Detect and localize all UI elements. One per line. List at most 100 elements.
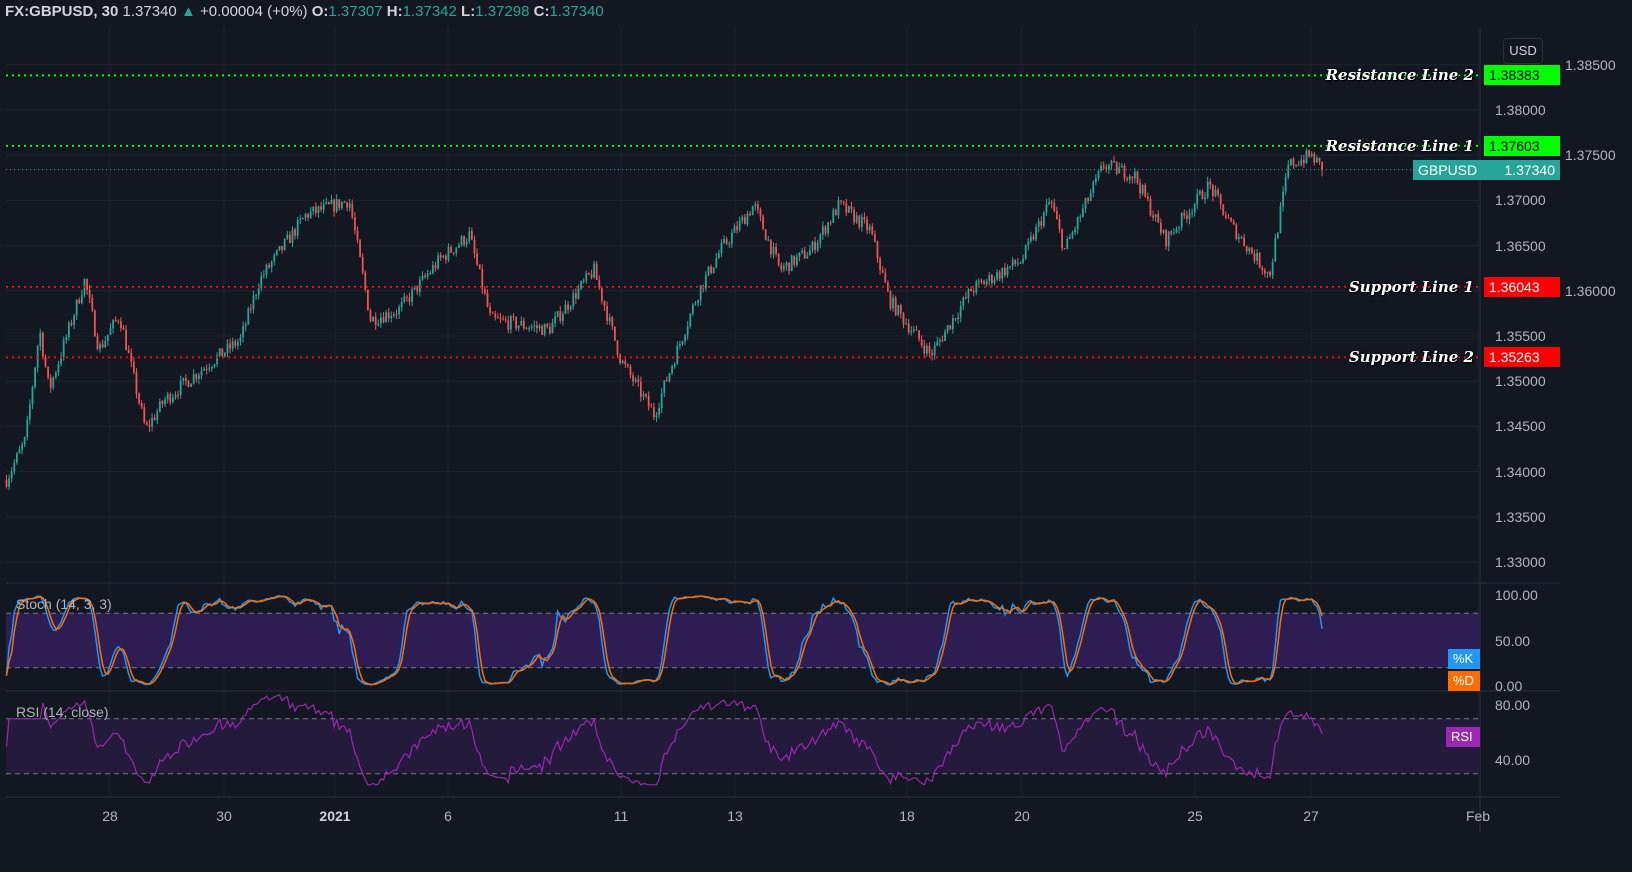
candle — [1071, 232, 1074, 238]
candle — [1240, 237, 1243, 239]
candle — [23, 437, 26, 445]
candle — [936, 341, 939, 346]
rsi-tick-label: 80.00 — [1495, 697, 1531, 713]
candle — [426, 273, 429, 277]
candle — [1193, 204, 1196, 213]
candle — [600, 287, 603, 302]
candle — [447, 246, 450, 261]
triangle-up-icon: ▲ — [180, 3, 196, 20]
candle — [21, 444, 23, 450]
low-label: L: — [461, 3, 476, 20]
candle — [1068, 237, 1071, 240]
candle — [260, 275, 263, 289]
candle — [117, 320, 120, 322]
candle — [938, 339, 941, 342]
candle — [1282, 191, 1284, 207]
candle — [892, 297, 894, 309]
candle — [296, 220, 299, 236]
candle — [164, 399, 166, 405]
candle — [39, 332, 42, 347]
candle — [31, 387, 34, 405]
candle — [712, 267, 715, 273]
candle — [949, 325, 952, 330]
candle — [374, 316, 377, 326]
candle — [161, 401, 164, 405]
candle — [247, 308, 250, 325]
price-tick-label: 1.33000 — [1495, 554, 1546, 570]
candle — [67, 322, 70, 338]
candle — [777, 253, 780, 265]
candle — [101, 344, 104, 348]
horizontal-line-price: 1.36043 — [1484, 276, 1560, 297]
candle — [957, 317, 959, 320]
candle — [281, 245, 283, 250]
candle — [1040, 220, 1043, 226]
candle — [1058, 219, 1061, 230]
close-value: 1.37340 — [549, 3, 604, 20]
symbol-header: FX:GBPUSD, 30 1.37340 ▲ +0.00004 (+0%) O… — [5, 3, 604, 20]
stoch-title[interactable]: Stoch (14, 3, 3) — [16, 596, 112, 612]
candle — [738, 220, 741, 231]
candle — [975, 281, 978, 293]
candle — [736, 226, 738, 231]
candle — [1079, 216, 1082, 218]
candle — [239, 337, 242, 342]
candle — [317, 206, 320, 213]
candle — [881, 270, 884, 273]
price-tick-label: 1.35500 — [1495, 328, 1546, 344]
candle — [184, 377, 187, 381]
candle — [1245, 246, 1248, 252]
candle — [621, 360, 624, 363]
candle — [112, 320, 114, 329]
time-tick-label: 13 — [727, 808, 743, 824]
candle — [754, 204, 757, 207]
candle — [499, 318, 502, 320]
candle — [1126, 178, 1128, 180]
candle — [478, 264, 481, 269]
candle — [699, 285, 702, 301]
candle — [962, 297, 965, 307]
candle — [834, 209, 837, 216]
horizontal-line-label: Resistance Line 2 — [1325, 66, 1474, 85]
rsi-tick-label: 40.00 — [1495, 752, 1531, 768]
price-change: +0.00004 (+0%) — [199, 3, 308, 20]
candle — [689, 313, 692, 327]
candle — [502, 318, 504, 320]
candle — [964, 297, 967, 299]
candle — [1250, 247, 1253, 254]
candle — [946, 325, 949, 332]
candle — [1113, 161, 1115, 163]
candle — [483, 289, 486, 294]
candle — [868, 226, 871, 231]
candle — [304, 214, 307, 218]
stoch-d-line — [5, 595, 1323, 686]
candle — [998, 272, 1001, 279]
rsi-title[interactable]: RSI (14, close) — [16, 704, 109, 720]
candle — [642, 394, 645, 397]
candle — [873, 234, 876, 242]
candle — [444, 255, 447, 261]
candle — [1014, 259, 1017, 265]
candle — [346, 202, 348, 208]
candle — [340, 202, 343, 209]
candle — [1263, 270, 1266, 274]
candle — [970, 288, 972, 292]
candle — [769, 239, 772, 255]
candle — [205, 368, 208, 370]
candle — [268, 264, 270, 268]
symbol-name[interactable]: FX:GBPUSD, 30 — [5, 3, 119, 20]
candle — [665, 380, 668, 382]
candle — [569, 306, 572, 310]
candle — [18, 449, 21, 454]
candle — [613, 326, 616, 341]
candle — [1297, 164, 1300, 166]
candle — [668, 373, 671, 382]
candle — [993, 279, 996, 284]
candle — [351, 203, 354, 218]
candle — [1146, 196, 1149, 199]
candle — [1305, 150, 1308, 164]
candle — [808, 249, 811, 256]
candle — [647, 395, 650, 407]
currency-button[interactable]: USD — [1503, 38, 1543, 64]
